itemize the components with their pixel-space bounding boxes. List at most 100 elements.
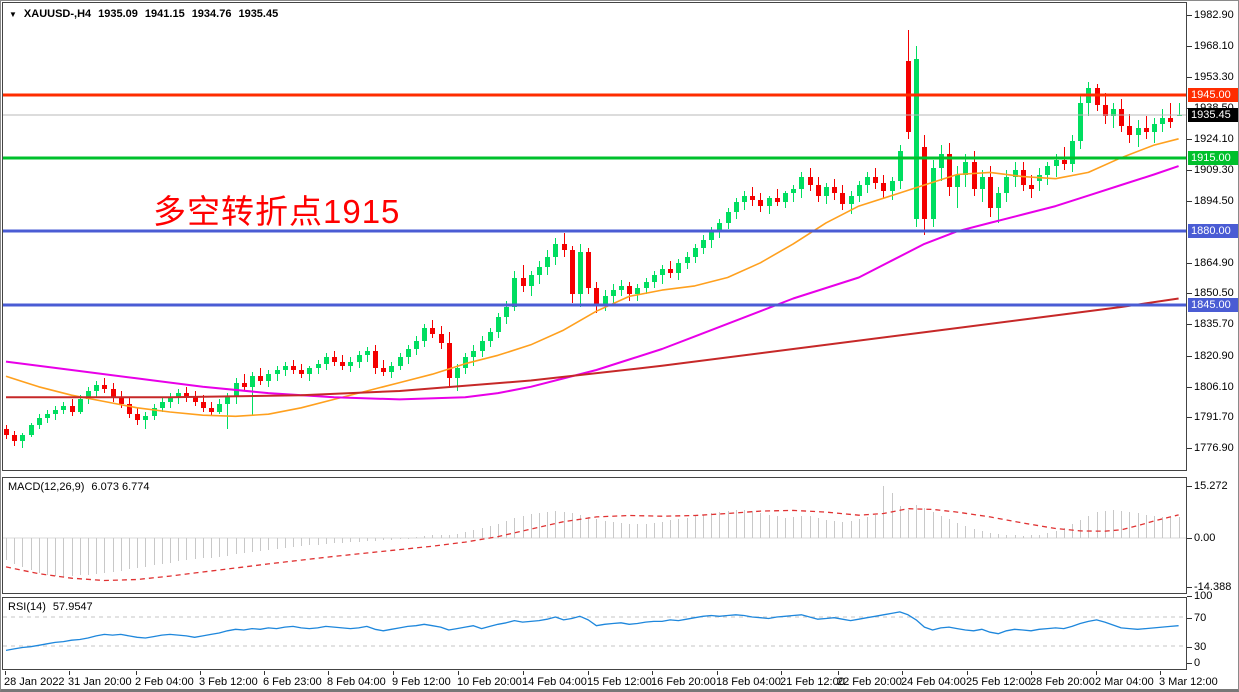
time-axis-label: 14 Feb 04:00 <box>522 676 587 688</box>
time-axis-label: 21 Feb 12:00 <box>780 676 845 688</box>
time-axis-tick <box>136 671 137 675</box>
time-axis-label: 16 Feb 20:00 <box>651 676 716 688</box>
time-axis-label: 18 Feb 04:00 <box>716 676 781 688</box>
time-axis-tick <box>523 671 524 675</box>
time-axis-tick <box>1031 671 1032 675</box>
price-axis-tick <box>1187 139 1192 140</box>
main-chart-pane[interactable]: ▼ XAUUSD-,H4 1935.09 1941.15 1934.76 193… <box>2 2 1187 471</box>
price-axis-label: 1909.30 <box>1194 164 1234 176</box>
price-axis-tick <box>1187 387 1192 388</box>
price-axis-label: 1894.50 <box>1194 195 1234 207</box>
price-axis-tick <box>1187 15 1192 16</box>
time-axis-tick <box>264 671 265 675</box>
symbol-timeframe: XAUUSD-,H4 <box>23 8 92 20</box>
price-axis-tick <box>1187 46 1192 47</box>
rsi-axis-label: 30 <box>1194 641 1207 653</box>
ohlc-header: ▼ XAUUSD-,H4 1935.09 1941.15 1934.76 193… <box>9 8 278 20</box>
time-axis-label: 8 Feb 04:00 <box>327 676 386 688</box>
price-axis-label: 1776.90 <box>1194 442 1234 454</box>
time-axis-tick <box>200 671 201 675</box>
price-axis-label: 1982.90 <box>1194 9 1234 21</box>
price-line-badge: 1915.00 <box>1188 151 1238 165</box>
rsi-axis-label: 70 <box>1194 612 1207 624</box>
time-axis-tick <box>5 671 6 675</box>
time-axis-tick <box>781 671 782 675</box>
macd-name: MACD(12,26,9) <box>8 481 85 493</box>
price-axis-tick <box>1187 201 1192 202</box>
macd-axis-tick <box>1187 538 1192 539</box>
macd-pane[interactable]: MACD(12,26,9) 6.073 6.774 <box>2 477 1187 594</box>
price-axis-tick <box>1187 263 1192 264</box>
price-line-badge: 1880.00 <box>1188 224 1238 238</box>
macd-values: 6.073 6.774 <box>91 481 150 493</box>
rsi-plot[interactable] <box>3 598 1186 669</box>
macd-label: MACD(12,26,9) 6.073 6.774 <box>8 481 150 493</box>
time-axis-tick <box>1160 671 1161 675</box>
rsi-pane[interactable]: RSI(14) 57.9547 <box>2 597 1187 670</box>
price-axis-tick <box>1187 324 1192 325</box>
price-axis-tick <box>1187 417 1192 418</box>
price-axis-label: 1864.90 <box>1194 257 1234 269</box>
time-axis-tick <box>328 671 329 675</box>
candlestick-chart[interactable] <box>3 3 1186 470</box>
ohlc-open: 1935.09 <box>98 8 138 20</box>
price-line-badge: 1845.00 <box>1188 298 1238 312</box>
price-axis-tick <box>1187 356 1192 357</box>
time-axis-tick <box>1096 671 1097 675</box>
time-axis-label: 2 Feb 04:00 <box>135 676 194 688</box>
ohlc-low: 1934.76 <box>191 8 232 20</box>
rsi-axis-tick <box>1187 663 1192 664</box>
price-axis-label: 1850.50 <box>1194 287 1234 299</box>
time-axis-tick <box>717 671 718 675</box>
price-axis-tick <box>1187 170 1192 171</box>
time-axis-label: 6 Feb 23:00 <box>263 676 322 688</box>
price-axis-label: 1924.10 <box>1194 133 1234 145</box>
time-axis[interactable]: 28 Jan 2022 31 Jan 20:00 2 Feb 04:00 3 Feb … <box>2 671 1238 689</box>
price-direction-down-icon: ▼ <box>9 9 17 19</box>
time-axis-label: 15 Feb 12:00 <box>587 676 652 688</box>
macd-axis-label: -14.388 <box>1194 581 1232 593</box>
rsi-axis-tick <box>1187 647 1192 648</box>
time-axis-label: 25 Feb 12:00 <box>966 676 1031 688</box>
time-axis-label: 9 Feb 12:00 <box>392 676 451 688</box>
time-axis-label: 3 Feb 12:00 <box>199 676 258 688</box>
time-axis-tick <box>652 671 653 675</box>
rsi-name: RSI(14) <box>8 601 46 613</box>
rsi-axis-tick <box>1187 618 1192 619</box>
time-axis-label: 22 Feb 20:00 <box>837 676 902 688</box>
time-axis-tick <box>458 671 459 675</box>
rsi-value: 57.9547 <box>52 601 93 613</box>
ohlc-high: 1941.15 <box>144 8 185 20</box>
rsi-axis-tick <box>1187 596 1192 597</box>
annotation-text: 多空转折点1915 <box>153 193 401 230</box>
time-axis-label: 28 Feb 20:00 <box>1030 676 1095 688</box>
time-axis-tick <box>838 671 839 675</box>
macd-axis-tick <box>1187 486 1192 487</box>
rsi-label: RSI(14) 57.9547 <box>8 601 93 613</box>
price-line-badge: 1945.00 <box>1188 88 1238 102</box>
ohlc-close: 1935.45 <box>238 8 279 20</box>
time-axis-label: 2 Mar 04:00 <box>1095 676 1154 688</box>
price-axis-label: 1953.30 <box>1194 71 1234 83</box>
macd-axis-label: 0.00 <box>1194 532 1216 544</box>
rsi-axis-label: 100 <box>1194 590 1213 602</box>
time-axis-label: 10 Feb 20:00 <box>457 676 522 688</box>
price-axis-label: 1835.70 <box>1194 318 1234 330</box>
price-axis-label: 1968.10 <box>1194 40 1234 52</box>
price-axis-label: 1806.10 <box>1194 381 1234 393</box>
macd-axis-label: 15.272 <box>1194 480 1228 492</box>
time-axis-tick <box>967 671 968 675</box>
price-axis-label: 1820.90 <box>1194 350 1234 362</box>
time-axis-label: 28 Jan 2022 <box>4 676 65 688</box>
macd-axis-tick <box>1187 587 1192 588</box>
price-axis-tick <box>1187 448 1192 449</box>
price-axis-tick <box>1187 293 1192 294</box>
time-axis-label: 3 Mar 12:00 <box>1159 676 1218 688</box>
price-axis[interactable]: 1982.901968.101953.301938.501924.101909.… <box>1187 1 1238 671</box>
price-axis-label: 1791.70 <box>1194 411 1234 423</box>
rsi-axis-label: 0 <box>1194 657 1201 669</box>
macd-plot[interactable] <box>3 478 1186 593</box>
price-line-badge: 1935.45 <box>1188 108 1238 122</box>
time-axis-label: 31 Jan 20:00 <box>68 676 132 688</box>
